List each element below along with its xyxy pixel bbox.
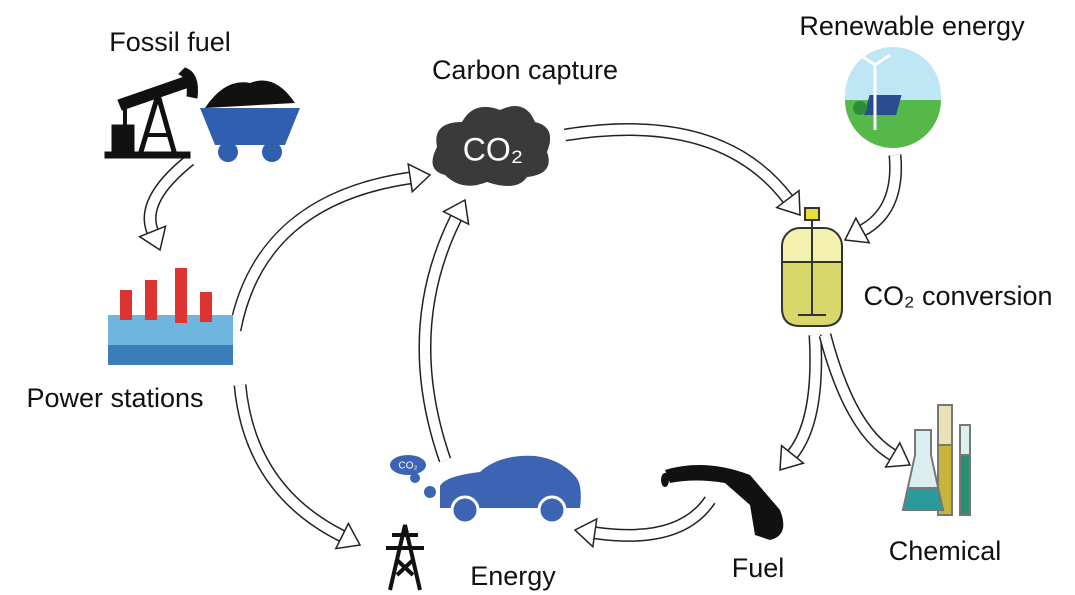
- node-label: Renewable energy: [799, 11, 1025, 41]
- arrows: [137, 123, 912, 550]
- arrow: [230, 172, 411, 331]
- car-icon: CO₂: [390, 455, 581, 525]
- node-label: Chemical: [889, 536, 1002, 566]
- arrow: [573, 517, 598, 549]
- arrow: [233, 384, 346, 542]
- arrow: [820, 333, 896, 460]
- arrow: [235, 384, 345, 541]
- arrow: [779, 444, 806, 472]
- co2-cloud-icon: CO₂: [432, 106, 551, 186]
- node-label: Fossil fuel: [109, 27, 231, 57]
- node-label: Fuel: [732, 553, 785, 583]
- cloud-text: CO₂: [463, 131, 523, 167]
- node-label: Energy: [470, 561, 556, 591]
- coal-cart-icon: [200, 80, 300, 162]
- reactor-icon: [781, 207, 843, 327]
- node-label: Power stations: [26, 383, 203, 413]
- arrow: [843, 216, 871, 244]
- exhaust-text: CO₂: [399, 461, 418, 472]
- arrow: [594, 497, 715, 541]
- arrow: [407, 162, 432, 194]
- arrow: [788, 334, 821, 458]
- arrow: [334, 521, 362, 550]
- arrow: [884, 441, 912, 468]
- fuel-nozzle-icon: [661, 465, 784, 540]
- arrow: [775, 189, 801, 217]
- node-label: CO₂ conversion: [863, 281, 1052, 311]
- arrow: [137, 224, 167, 252]
- arrow: [859, 154, 901, 235]
- chemical-icon: [901, 404, 971, 516]
- renewable-icon: [845, 47, 941, 148]
- pump-jack-icon: [104, 67, 198, 159]
- arrow: [441, 198, 470, 226]
- arrow: [420, 215, 461, 462]
- arrow: [145, 156, 194, 234]
- pylon-icon: [386, 524, 424, 591]
- power-station-icon: [108, 268, 233, 365]
- node-label: Carbon capture: [432, 55, 618, 85]
- arrow: [564, 124, 792, 203]
